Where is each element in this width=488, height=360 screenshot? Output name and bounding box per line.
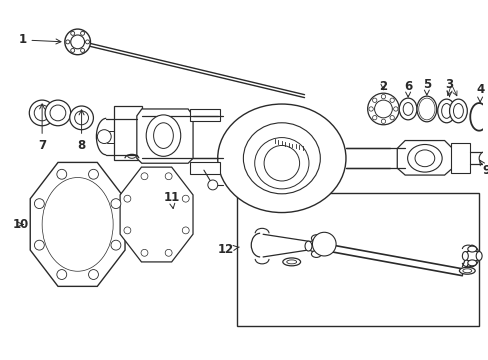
Ellipse shape	[459, 267, 474, 274]
Circle shape	[207, 180, 217, 190]
Circle shape	[478, 152, 488, 165]
Ellipse shape	[418, 98, 434, 120]
FancyBboxPatch shape	[190, 162, 219, 174]
Circle shape	[88, 270, 98, 279]
Circle shape	[123, 227, 131, 234]
Polygon shape	[396, 140, 451, 175]
Ellipse shape	[398, 98, 416, 120]
Polygon shape	[120, 167, 193, 262]
Text: 11: 11	[163, 191, 179, 208]
Ellipse shape	[407, 144, 441, 172]
Ellipse shape	[254, 138, 308, 189]
Text: 7: 7	[38, 104, 46, 152]
Circle shape	[381, 94, 385, 99]
Text: 8: 8	[77, 110, 85, 152]
Ellipse shape	[403, 103, 412, 116]
Ellipse shape	[441, 104, 450, 118]
Circle shape	[66, 40, 70, 44]
Ellipse shape	[217, 104, 346, 212]
Circle shape	[50, 105, 66, 121]
Circle shape	[381, 119, 385, 123]
Ellipse shape	[414, 150, 434, 167]
Circle shape	[141, 173, 148, 180]
Circle shape	[374, 100, 391, 118]
Circle shape	[34, 105, 50, 121]
Circle shape	[141, 249, 148, 256]
Ellipse shape	[467, 260, 476, 266]
Circle shape	[45, 100, 71, 126]
Circle shape	[165, 173, 172, 180]
Circle shape	[70, 106, 93, 130]
Circle shape	[57, 270, 66, 279]
Text: 10: 10	[12, 218, 28, 231]
FancyBboxPatch shape	[237, 193, 478, 326]
Circle shape	[29, 100, 55, 126]
Ellipse shape	[286, 260, 296, 264]
Text: 9: 9	[479, 160, 488, 177]
Circle shape	[389, 98, 393, 103]
Circle shape	[182, 195, 189, 202]
Circle shape	[34, 199, 44, 208]
Circle shape	[182, 227, 189, 234]
FancyBboxPatch shape	[114, 106, 142, 160]
FancyBboxPatch shape	[449, 144, 469, 173]
Circle shape	[264, 145, 299, 181]
Circle shape	[81, 49, 84, 53]
Text: 12: 12	[217, 243, 239, 256]
Ellipse shape	[420, 100, 432, 118]
Ellipse shape	[437, 99, 454, 123]
Circle shape	[389, 116, 393, 120]
Circle shape	[368, 107, 372, 111]
Circle shape	[111, 240, 121, 250]
Circle shape	[312, 232, 335, 256]
Ellipse shape	[153, 123, 173, 148]
Circle shape	[34, 240, 44, 250]
FancyBboxPatch shape	[190, 109, 219, 121]
Ellipse shape	[311, 235, 321, 242]
Circle shape	[165, 249, 172, 256]
Ellipse shape	[305, 241, 311, 251]
Circle shape	[85, 40, 89, 44]
Ellipse shape	[311, 251, 321, 257]
Text: 4: 4	[475, 83, 483, 102]
Text: 6: 6	[403, 80, 411, 97]
Circle shape	[372, 116, 376, 120]
Text: 3: 3	[445, 78, 453, 96]
Ellipse shape	[452, 104, 463, 118]
Circle shape	[372, 98, 376, 103]
Circle shape	[71, 31, 75, 35]
Text: 1: 1	[18, 33, 61, 46]
Text: 2: 2	[379, 80, 386, 93]
Ellipse shape	[243, 123, 320, 194]
Circle shape	[81, 31, 84, 35]
Ellipse shape	[467, 246, 476, 252]
Circle shape	[97, 130, 111, 144]
Circle shape	[65, 29, 90, 55]
Circle shape	[367, 93, 398, 125]
Circle shape	[71, 49, 75, 53]
Polygon shape	[30, 162, 125, 286]
Ellipse shape	[464, 251, 479, 261]
Circle shape	[111, 199, 121, 208]
Ellipse shape	[462, 269, 471, 273]
Text: 5: 5	[422, 78, 430, 95]
Circle shape	[393, 107, 397, 111]
Ellipse shape	[146, 115, 181, 156]
Ellipse shape	[448, 99, 467, 123]
Ellipse shape	[462, 252, 468, 260]
Circle shape	[75, 111, 88, 125]
Ellipse shape	[282, 258, 300, 266]
Ellipse shape	[320, 241, 327, 251]
Ellipse shape	[475, 252, 481, 260]
Ellipse shape	[307, 240, 325, 252]
Ellipse shape	[416, 96, 436, 122]
Circle shape	[71, 35, 84, 49]
Circle shape	[123, 195, 131, 202]
Circle shape	[88, 169, 98, 179]
Polygon shape	[137, 109, 193, 163]
Circle shape	[57, 169, 66, 179]
Ellipse shape	[42, 177, 113, 271]
